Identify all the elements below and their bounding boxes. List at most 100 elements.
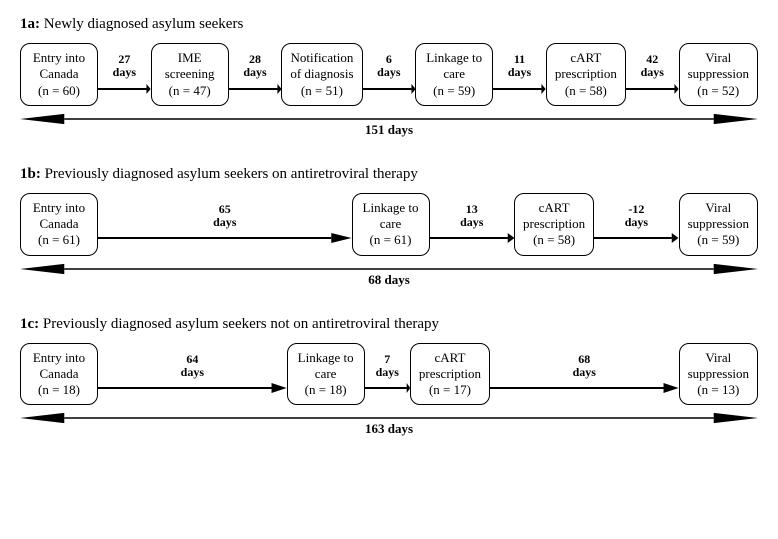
flow-wrap: Entry intoCanada(n = 18)64daysLinkage to…	[20, 343, 758, 438]
node-line: Canada	[29, 216, 89, 232]
total-label: 163 days	[359, 421, 419, 437]
node-line: Linkage to	[296, 350, 356, 366]
node-line: Canada	[29, 366, 89, 382]
node-line: (n = 13)	[688, 382, 749, 398]
panel-title-text: Newly diagnosed asylum seekers	[44, 16, 244, 32]
node-line: suppression	[688, 66, 749, 82]
panel: 1b: Previously diagnosed asylum seekers …	[20, 166, 758, 288]
node-line: (n = 18)	[29, 382, 89, 398]
node-line: Viral	[688, 200, 749, 216]
node-line: of diagnosis	[290, 66, 353, 82]
panel: 1a: Newly diagnosed asylum seekers Entry …	[20, 16, 758, 138]
panel: 1c: Previously diagnosed asylum seekers …	[20, 316, 758, 438]
flow-node: Linkage tocare(n = 61)	[352, 193, 430, 256]
total-span: 163 days	[20, 409, 758, 437]
node-line: (n = 47)	[160, 83, 220, 99]
total-label: 68 days	[362, 272, 416, 288]
node-line: (n = 59)	[424, 83, 484, 99]
flow-wrap: Entry intoCanada(n = 61) 65days Linkage to…	[20, 193, 758, 288]
panel-tag: 1c:	[20, 316, 39, 332]
node-line: (n = 60)	[29, 83, 89, 99]
flow-arrow: 42days	[626, 53, 679, 95]
flow-arrow: 13days	[430, 203, 515, 245]
node-line: Entry into	[29, 50, 89, 66]
flow-node: Linkage tocare(n = 59)	[415, 43, 493, 106]
flow-arrow: -12days	[594, 203, 679, 245]
panel-title: 1a: Newly diagnosed asylum seekers	[20, 16, 758, 33]
flow-row: Entry intoCanada(n = 18)64daysLinkage to…	[20, 343, 758, 406]
flow-node: Viralsuppression(n = 52)	[679, 43, 758, 106]
arrow-label: 68days	[573, 353, 596, 379]
node-line: cART	[419, 350, 481, 366]
flow-node: Entry intoCanada(n = 61)	[20, 193, 98, 256]
flow-arrow: 6days	[363, 53, 416, 95]
node-line: Viral	[688, 350, 749, 366]
node-line: prescription	[555, 66, 617, 82]
total-span: 68 days	[20, 260, 758, 288]
node-line: (n = 51)	[290, 83, 353, 99]
flow-node: Linkage tocare(n = 18)	[287, 343, 365, 406]
flow-node: cARTprescription(n = 58)	[546, 43, 626, 106]
node-line: Canada	[29, 66, 89, 82]
panel-title-text: Previously diagnosed asylum seekers on a…	[45, 166, 418, 182]
node-line: screening	[160, 66, 220, 82]
arrow-label: 65days	[213, 203, 236, 229]
arrow-label: 13days	[460, 203, 483, 229]
panel-title-text: Previously diagnosed asylum seekers not …	[43, 316, 439, 332]
panel-tag: 1b:	[20, 166, 41, 182]
node-line: care	[361, 216, 421, 232]
arrow-label: 28days	[243, 53, 266, 79]
node-line: IME	[160, 50, 220, 66]
total-label: 151 days	[359, 122, 419, 138]
node-line: Linkage to	[424, 50, 484, 66]
panel-tag: 1a:	[20, 16, 40, 32]
flow-node: cARTprescription(n = 58)	[514, 193, 594, 256]
arrow-label: 64days	[181, 353, 204, 379]
node-line: (n = 52)	[688, 83, 749, 99]
flow-node: Viralsuppression(n = 59)	[679, 193, 758, 256]
total-span: 151 days	[20, 110, 758, 138]
node-line: prescription	[523, 216, 585, 232]
flow-arrow: 68days	[490, 353, 679, 395]
panel-title: 1b: Previously diagnosed asylum seekers …	[20, 166, 758, 183]
node-line: (n = 18)	[296, 382, 356, 398]
node-line: Linkage to	[361, 200, 421, 216]
node-line: suppression	[688, 366, 749, 382]
node-line: Entry into	[29, 350, 89, 366]
node-line: care	[424, 66, 484, 82]
flow-node: Viralsuppression(n = 13)	[679, 343, 758, 406]
flow-arrow: 65days	[98, 203, 352, 245]
flow-wrap: Entry intoCanada(n = 60) 27days IMEscreeni…	[20, 43, 758, 138]
arrow-label: -12days	[625, 203, 648, 229]
node-line: prescription	[419, 366, 481, 382]
node-line: (n = 58)	[555, 83, 617, 99]
node-line: care	[296, 366, 356, 382]
arrow-label: 11days	[508, 53, 531, 79]
node-line: (n = 61)	[361, 232, 421, 248]
flow-row: Entry intoCanada(n = 61) 65days Linkage to…	[20, 193, 758, 256]
flow-arrow: 27days	[98, 53, 151, 95]
diagram-root: 1a: Newly diagnosed asylum seekers Entry …	[20, 16, 758, 437]
arrow-label: 7days	[376, 353, 399, 379]
node-line: cART	[555, 50, 617, 66]
arrow-label: 6days	[377, 53, 400, 79]
panel-title: 1c: Previously diagnosed asylum seekers …	[20, 316, 758, 333]
flow-node: Entry intoCanada(n = 18)	[20, 343, 98, 406]
arrow-label: 27days	[113, 53, 136, 79]
flow-node: Notificationof diagnosis(n = 51)	[281, 43, 362, 106]
flow-row: Entry intoCanada(n = 60) 27days IMEscreeni…	[20, 43, 758, 106]
arrow-label: 42days	[641, 53, 664, 79]
flow-node: cARTprescription(n = 17)	[410, 343, 490, 406]
flow-arrow: 7days	[365, 353, 410, 395]
flow-arrow: 11days	[493, 53, 546, 95]
node-line: Viral	[688, 50, 749, 66]
node-line: suppression	[688, 216, 749, 232]
node-line: (n = 61)	[29, 232, 89, 248]
node-line: cART	[523, 200, 585, 216]
node-line: (n = 17)	[419, 382, 481, 398]
flow-arrow: 64days	[98, 353, 287, 395]
flow-arrow: 28days	[229, 53, 282, 95]
flow-node: IMEscreening(n = 47)	[151, 43, 229, 106]
node-line: (n = 58)	[523, 232, 585, 248]
node-line: Notification	[290, 50, 353, 66]
